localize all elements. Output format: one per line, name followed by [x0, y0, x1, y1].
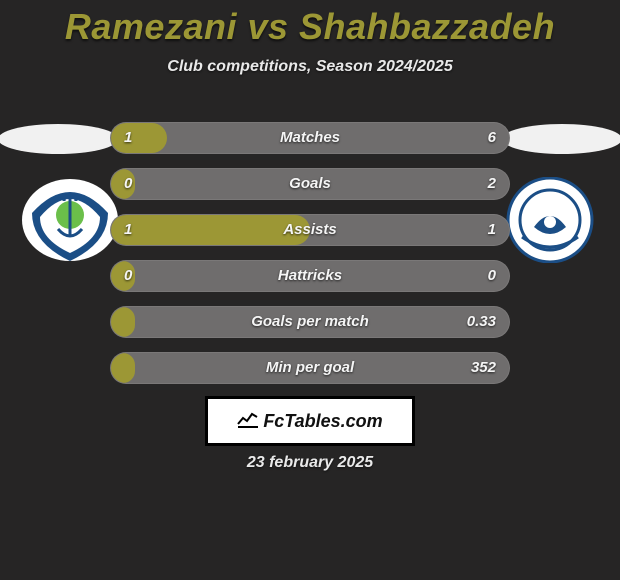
stat-right-value: 6	[488, 122, 496, 154]
flag-left	[0, 124, 118, 154]
footer-date: 23 february 2025	[0, 454, 620, 472]
brand-plate: FcTables.com	[205, 396, 415, 446]
stat-row-goals-per-match: Goals per match 0.33	[110, 306, 510, 338]
stat-right-value: 0.33	[467, 306, 496, 338]
subtitle: Club competitions, Season 2024/2025	[0, 58, 620, 76]
stat-row-hattricks: 0 Hattricks 0	[110, 260, 510, 292]
chart-icon	[237, 410, 259, 433]
stat-right-value: 2	[488, 168, 496, 200]
brand-text: FcTables.com	[263, 411, 382, 432]
stat-row-matches: 1 Matches 6	[110, 122, 510, 154]
stat-label: Goals per match	[110, 306, 510, 338]
stat-label: Goals	[110, 168, 510, 200]
stat-label: Hattricks	[110, 260, 510, 292]
page-title: Ramezani vs Shahbazzadeh	[0, 0, 620, 48]
stat-row-goals: 0 Goals 2	[110, 168, 510, 200]
stat-right-value: 1	[488, 214, 496, 246]
stat-label: Matches	[110, 122, 510, 154]
stat-label: Assists	[110, 214, 510, 246]
club-crest-right	[500, 177, 600, 263]
stat-label: Min per goal	[110, 352, 510, 384]
stat-right-value: 352	[471, 352, 496, 384]
stat-right-value: 0	[488, 260, 496, 292]
stats-panel: 1 Matches 6 0 Goals 2 1 Assists 1 0 Hatt…	[110, 122, 510, 398]
flag-right	[502, 124, 620, 154]
stat-row-assists: 1 Assists 1	[110, 214, 510, 246]
club-crest-left	[20, 177, 120, 263]
stat-row-min-per-goal: Min per goal 352	[110, 352, 510, 384]
